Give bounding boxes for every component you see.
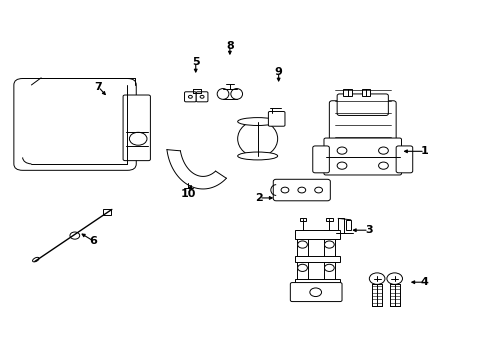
Ellipse shape xyxy=(237,152,277,160)
Circle shape xyxy=(297,264,307,271)
Circle shape xyxy=(281,187,288,193)
Bar xyxy=(343,89,351,96)
FancyBboxPatch shape xyxy=(268,112,285,126)
Ellipse shape xyxy=(33,257,39,262)
FancyBboxPatch shape xyxy=(14,78,136,170)
Text: 4: 4 xyxy=(420,277,428,287)
Circle shape xyxy=(129,132,147,145)
FancyBboxPatch shape xyxy=(324,138,401,175)
Circle shape xyxy=(324,264,333,271)
Ellipse shape xyxy=(217,89,228,99)
FancyBboxPatch shape xyxy=(312,146,329,173)
Bar xyxy=(337,219,343,233)
Text: 9: 9 xyxy=(274,67,282,77)
Text: 6: 6 xyxy=(89,236,97,246)
Bar xyxy=(324,230,334,286)
FancyBboxPatch shape xyxy=(290,283,341,302)
Ellipse shape xyxy=(237,118,277,126)
Text: 10: 10 xyxy=(181,189,196,199)
Circle shape xyxy=(386,273,402,284)
Bar xyxy=(326,219,332,221)
Bar xyxy=(361,89,369,96)
Text: 7: 7 xyxy=(94,82,102,92)
FancyBboxPatch shape xyxy=(395,146,412,173)
Bar xyxy=(299,219,305,221)
Text: 2: 2 xyxy=(255,193,263,203)
Bar xyxy=(294,279,339,286)
Circle shape xyxy=(378,162,387,169)
Text: 1: 1 xyxy=(420,146,428,156)
FancyBboxPatch shape xyxy=(184,92,196,102)
Ellipse shape xyxy=(237,121,277,157)
FancyBboxPatch shape xyxy=(196,92,207,102)
Bar xyxy=(294,256,339,262)
Bar xyxy=(297,230,307,286)
Circle shape xyxy=(378,147,387,154)
Ellipse shape xyxy=(230,89,242,99)
FancyBboxPatch shape xyxy=(123,95,150,161)
Circle shape xyxy=(297,187,305,193)
FancyBboxPatch shape xyxy=(336,94,387,116)
Text: 3: 3 xyxy=(364,225,372,235)
Circle shape xyxy=(297,241,307,248)
Bar xyxy=(294,230,339,239)
Circle shape xyxy=(309,288,321,297)
Text: 5: 5 xyxy=(191,57,199,67)
Circle shape xyxy=(188,95,192,98)
Circle shape xyxy=(336,162,346,169)
Circle shape xyxy=(368,273,384,284)
Circle shape xyxy=(324,241,333,248)
Text: 8: 8 xyxy=(225,41,233,50)
Circle shape xyxy=(70,232,80,239)
FancyBboxPatch shape xyxy=(273,179,330,201)
Bar xyxy=(345,220,350,230)
Bar xyxy=(103,209,111,215)
FancyBboxPatch shape xyxy=(329,101,395,144)
Circle shape xyxy=(200,95,203,98)
Circle shape xyxy=(314,187,322,193)
Circle shape xyxy=(336,147,346,154)
